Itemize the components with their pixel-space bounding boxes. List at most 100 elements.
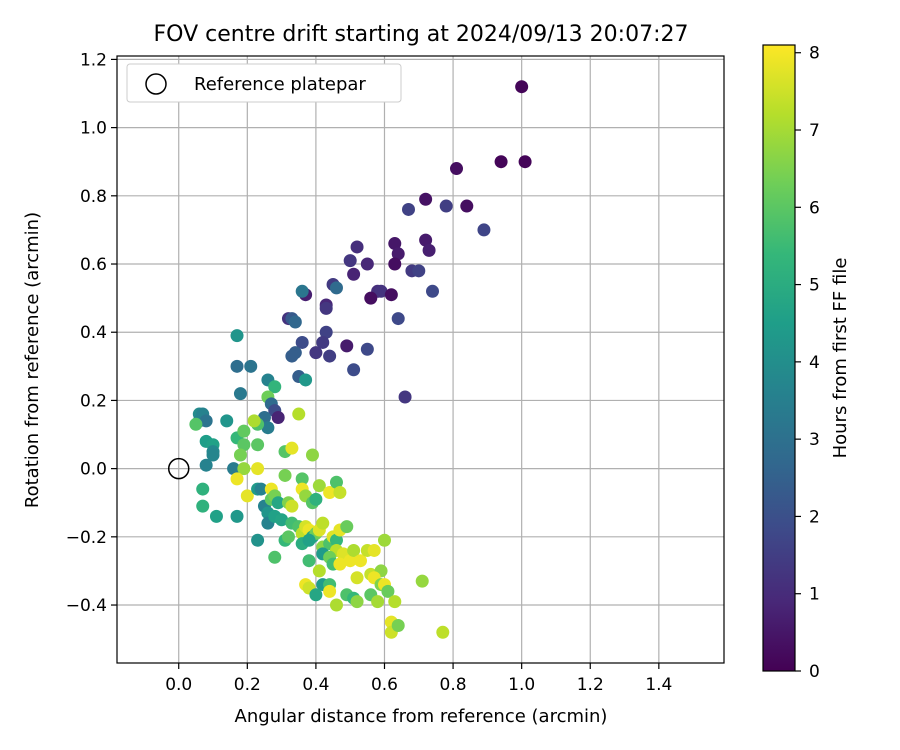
data-point [329,475,343,489]
data-point [419,233,433,247]
data-point [196,482,210,496]
data-point [436,625,450,639]
data-point [401,202,415,216]
data-point [360,257,374,271]
data-point [230,329,244,343]
y-axis-label: Rotation from reference (arcmin) [22,212,43,508]
colorbar-label: Hours from first FF file [830,258,851,459]
colorbar-tick-label: 0 [809,662,820,682]
data-point [367,543,381,557]
data-point [415,574,429,588]
data-point [209,509,223,523]
data-point [477,223,491,237]
data-point [196,499,210,513]
data-point [309,588,323,602]
data-point [460,199,474,213]
data-point [233,387,247,401]
colorbar-ticks: 0 1 2 3 4 5 6 7 8 [795,44,820,682]
data-point [312,564,326,578]
y-tick-label: 0.4 [80,323,107,343]
data-point [343,254,357,268]
data-point [388,595,402,609]
plot-background [117,56,724,663]
data-point [323,584,337,598]
data-point [329,281,343,295]
data-point [305,448,319,462]
data-point [388,257,402,271]
data-point [350,571,364,585]
chart-title: FOV centre drift starting at 2024/09/13 … [154,22,689,47]
y-axis-ticks: −0.4 −0.2 0.0 0.2 0.4 0.6 0.8 1.0 1.2 [66,50,117,616]
data-point [347,267,361,281]
data-point [278,468,292,482]
legend: Reference platepar [126,63,402,103]
data-point [343,554,357,568]
data-point [302,533,316,547]
x-tick-label: 1.2 [577,675,604,695]
data-point [340,339,354,353]
y-tick-label: 0.0 [80,460,107,480]
data-point [426,284,440,298]
data-point [412,264,426,278]
x-tick-label: 0.0 [165,675,192,695]
x-tick-label: 1.0 [508,675,535,695]
data-point [275,513,289,527]
colorbar-tick-label: 4 [809,353,820,373]
colorbar-tick-label: 6 [809,198,820,218]
data-point [299,373,313,387]
legend-label: Reference platepar [194,74,366,95]
colorbar-tick-label: 5 [809,276,820,296]
data-point [316,516,330,530]
y-tick-label: 1.2 [80,50,107,70]
data-point [371,595,385,609]
data-point [377,533,391,547]
data-point [251,533,265,547]
data-point [230,359,244,373]
data-point [295,284,309,298]
data-point [388,237,402,251]
x-tick-label: 0.4 [302,675,329,695]
colorbar-gradient [762,44,796,672]
data-point [230,509,244,523]
data-point [206,448,220,462]
data-point [381,584,395,598]
data-point [398,390,412,404]
data-point [391,618,405,632]
data-point [268,550,282,564]
plot-frame [116,55,725,664]
data-point [439,199,453,213]
data-point [316,335,330,349]
colorbar-tick-label: 1 [809,585,820,605]
data-point [518,155,532,169]
plot-area: 0.0 0.2 0.4 0.6 0.8 1.0 1.2 1.4 −0.4−0.20.00.20… [66,50,725,695]
y-tick-label: 1.0 [80,119,107,139]
data-point [323,485,337,499]
data-point [227,462,241,476]
y-tick-label: 0.6 [80,255,107,275]
x-tick-label: 0.2 [234,675,261,695]
data-point [295,335,309,349]
x-tick-label: 0.8 [440,675,467,695]
data-point [292,407,306,421]
data-points [189,80,532,639]
data-point [360,342,374,356]
data-point [353,554,367,568]
data-point [309,346,323,360]
data-point [199,458,213,472]
data-point [494,155,508,169]
data-point [391,247,405,261]
data-point [189,417,203,431]
data-point [199,414,213,428]
data-point [329,598,343,612]
data-point [220,414,234,428]
data-point [285,349,299,363]
data-point [329,533,343,547]
data-point [288,315,302,329]
y-tick-label: 0.8 [80,187,107,207]
data-point [347,543,361,557]
data-point [261,421,275,435]
data-point [251,438,265,452]
data-point [233,448,247,462]
data-point [450,162,464,176]
data-point [333,485,347,499]
